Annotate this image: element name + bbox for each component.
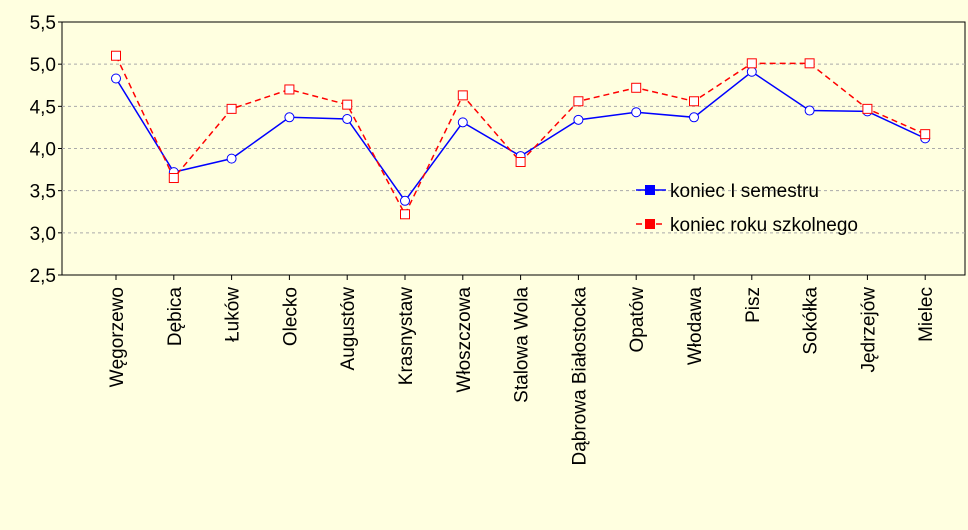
legend-label: koniec roku szkolnego <box>670 215 858 236</box>
y-tick-label: 3,5 <box>30 182 56 203</box>
y-tick-label: 4,0 <box>30 140 56 161</box>
x-tick-label: Olecko <box>280 287 301 346</box>
x-tick-label: Łuków <box>223 287 244 342</box>
legend-swatch <box>645 185 655 195</box>
legend-label: koniec I semestru <box>670 181 819 202</box>
x-tick-label: Jędrzejów <box>858 287 879 373</box>
point <box>804 58 815 69</box>
y-tick-label: 3,0 <box>30 224 56 245</box>
point <box>400 195 410 206</box>
x-tick-label: Krasnystaw <box>396 287 417 385</box>
x-tick-label: Włodawa <box>685 287 706 366</box>
point <box>168 173 179 184</box>
point <box>573 114 584 125</box>
x-tick-label: Mielec <box>916 287 937 342</box>
point <box>342 99 353 110</box>
point <box>226 103 237 114</box>
y-tick-label: 4,5 <box>30 97 56 118</box>
point <box>284 84 295 95</box>
point <box>400 209 410 220</box>
legend-swatch <box>645 219 655 229</box>
point <box>573 96 584 107</box>
point <box>631 107 642 118</box>
point <box>284 112 295 123</box>
x-tick-label: Sokółka <box>801 287 822 355</box>
point <box>746 58 757 69</box>
x-tick-label: Opatów <box>627 287 648 353</box>
x-tick-label: Węgorzewo <box>107 287 128 387</box>
x-tick-label: Pisz <box>743 287 764 323</box>
x-tick-label: Włoszczowa <box>454 287 475 393</box>
point <box>804 105 815 116</box>
point <box>689 96 699 107</box>
point <box>457 90 468 101</box>
point <box>515 156 526 167</box>
point <box>920 129 931 140</box>
x-tick-label: Dąbrowa Białostocka <box>569 287 590 466</box>
point <box>689 112 699 123</box>
point <box>631 82 642 93</box>
y-tick-label: 5,0 <box>30 55 56 76</box>
y-tick-label: 5,5 <box>30 13 56 34</box>
x-tick-label: Augustów <box>338 287 359 371</box>
point <box>226 153 237 164</box>
point <box>862 103 873 114</box>
point <box>342 113 353 124</box>
y-tick-label: 2,5 <box>30 266 56 287</box>
point <box>111 73 121 84</box>
point <box>457 117 468 128</box>
x-tick-label: Stalowa Wola <box>512 287 533 403</box>
point <box>746 66 757 77</box>
x-tick-label: Dębica <box>165 287 186 347</box>
point <box>111 50 121 61</box>
